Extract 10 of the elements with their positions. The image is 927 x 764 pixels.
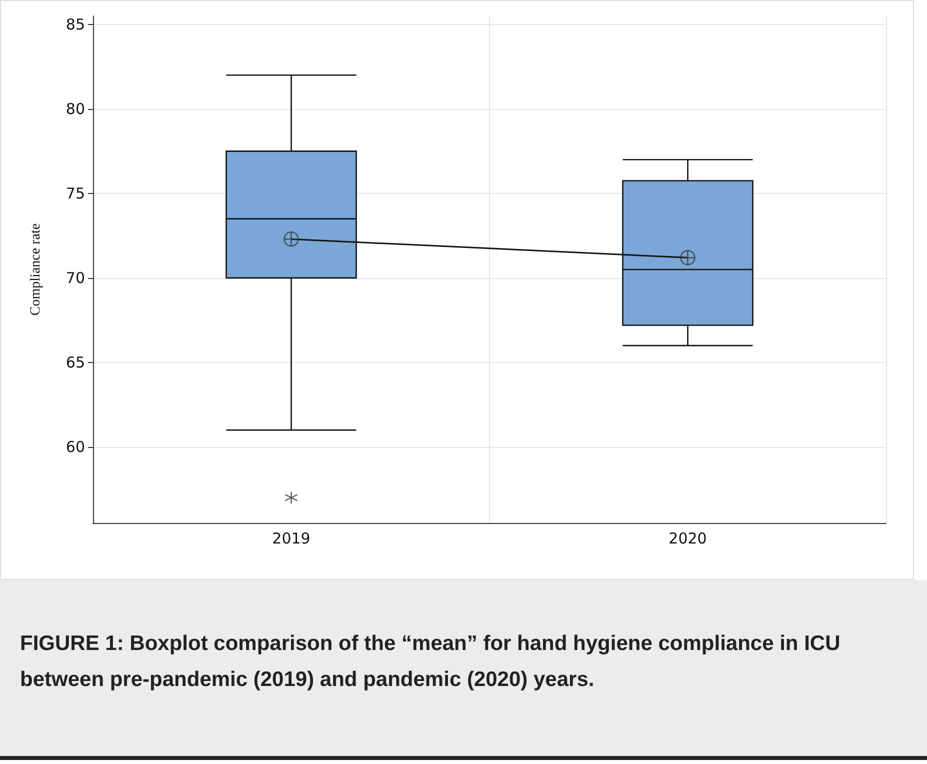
caption: FIGURE 1: Boxplot comparison of the “mean” for hand hygiene compliance in ICU between pre-pandemic (2019) and pandemic (2020) years. [20, 631, 842, 693]
y-tick-label: 65 [66, 353, 85, 372]
y-tick-label: 70 [66, 268, 85, 287]
y-tick-label: 60 [66, 438, 85, 456]
x-tick-label: 2019 [272, 530, 310, 548]
y-tick-label: 75 [66, 184, 85, 202]
y-axis-title: Compliance rate [28, 223, 44, 316]
y-tick-label: 85 [66, 15, 85, 34]
x-tick-label: 2020 [668, 530, 707, 548]
y-tick-label: 80 [66, 100, 85, 118]
